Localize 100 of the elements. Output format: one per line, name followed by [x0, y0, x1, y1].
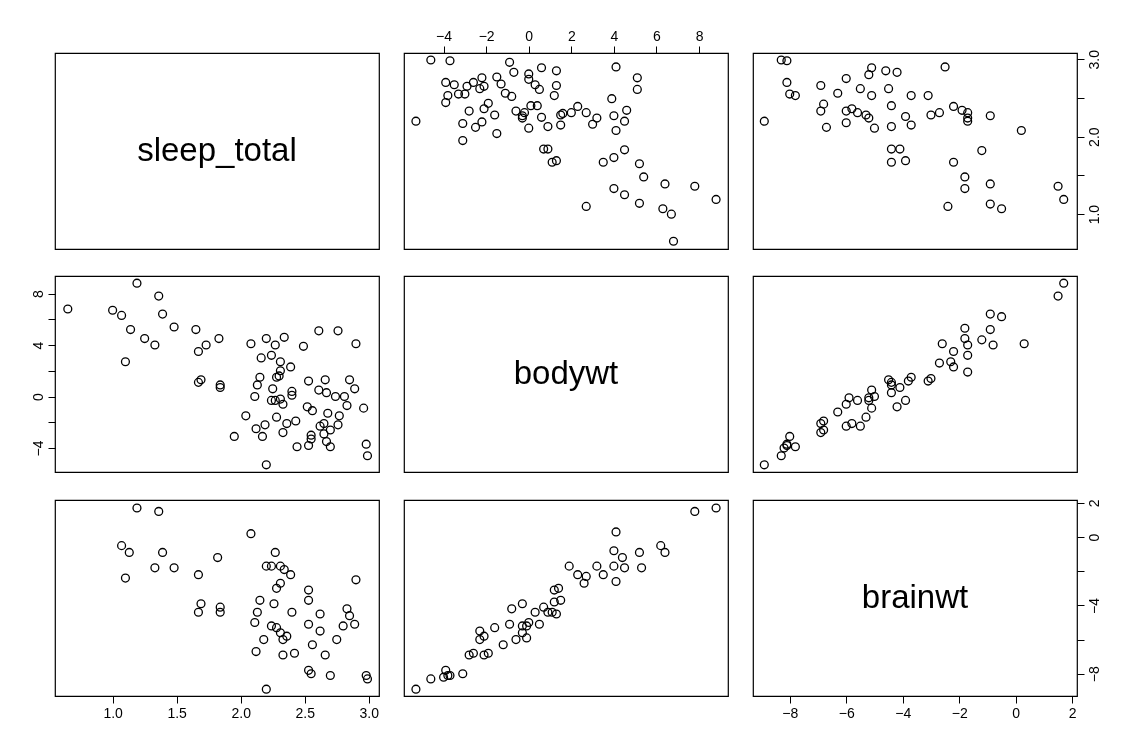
point	[549, 585, 559, 595]
x-tick-label: −6	[838, 704, 855, 721]
point	[505, 619, 515, 629]
point	[169, 563, 179, 573]
point	[996, 204, 1007, 214]
point	[985, 179, 995, 189]
point	[464, 650, 474, 660]
point	[287, 607, 297, 617]
point	[900, 156, 911, 166]
point	[926, 110, 936, 120]
point	[906, 91, 916, 101]
point	[985, 324, 995, 335]
point	[553, 583, 564, 593]
point	[852, 395, 863, 405]
x-tick-label: 2	[1068, 704, 1077, 721]
point	[275, 578, 285, 588]
point	[943, 201, 953, 211]
point	[985, 199, 995, 209]
point	[275, 628, 285, 638]
point	[852, 108, 863, 118]
point	[900, 395, 911, 405]
point	[609, 546, 619, 556]
x-tick-label: −4	[895, 704, 912, 721]
point	[261, 561, 271, 571]
text: bodywt	[513, 354, 619, 391]
y-tick-label: 1.0	[1085, 204, 1102, 225]
point	[881, 66, 891, 76]
point	[892, 67, 902, 77]
x-tick-label: 4	[610, 27, 619, 44]
point	[252, 607, 262, 617]
point	[266, 561, 277, 571]
x-tick-label: −2	[951, 704, 968, 721]
point	[246, 529, 256, 539]
point	[988, 340, 998, 350]
point	[490, 623, 500, 633]
point	[468, 648, 478, 658]
point	[269, 599, 279, 609]
point	[790, 442, 800, 452]
point	[1059, 278, 1069, 288]
point	[517, 599, 527, 609]
point	[895, 144, 905, 154]
point	[886, 157, 896, 167]
point	[215, 607, 225, 617]
x-tick-label: −8	[782, 704, 799, 721]
point	[255, 595, 265, 605]
point	[286, 570, 296, 580]
point	[634, 547, 645, 558]
point	[213, 553, 223, 563]
point	[841, 106, 851, 116]
point	[977, 146, 987, 156]
y-tick-label: 2	[1085, 499, 1102, 508]
point	[816, 106, 826, 116]
point	[271, 623, 282, 633]
point	[960, 334, 970, 344]
point	[690, 506, 700, 517]
x-tick-label: 1.0	[103, 704, 124, 721]
point	[154, 506, 164, 517]
point	[977, 335, 987, 345]
point	[303, 619, 314, 629]
point	[841, 399, 851, 409]
point	[833, 407, 843, 417]
point	[759, 460, 769, 470]
point	[960, 183, 970, 194]
point	[362, 674, 373, 684]
point	[963, 367, 973, 377]
point	[475, 626, 485, 636]
y-tick-label: 0	[29, 392, 46, 401]
x-tick-label: 0	[525, 27, 534, 44]
point	[325, 670, 335, 681]
point	[864, 70, 874, 80]
point	[886, 122, 896, 132]
y-tick-label: −4	[29, 440, 46, 457]
point	[351, 575, 361, 585]
point	[117, 541, 127, 551]
point	[193, 607, 204, 617]
point	[847, 419, 857, 429]
point	[660, 547, 670, 558]
point	[892, 402, 902, 412]
point	[498, 640, 508, 650]
point	[985, 111, 995, 121]
point	[278, 650, 288, 660]
point	[895, 382, 905, 393]
point	[1019, 339, 1029, 349]
point	[344, 611, 355, 621]
point	[611, 576, 621, 587]
y-tick-label: 3.0	[1085, 49, 1102, 70]
y-tick-label: 2.0	[1085, 127, 1102, 147]
point	[564, 561, 574, 571]
point	[306, 669, 316, 679]
point	[275, 561, 285, 571]
point	[948, 101, 959, 112]
point	[957, 105, 967, 115]
point	[338, 621, 348, 631]
point	[855, 421, 865, 431]
y-tick-label: −4	[1085, 597, 1102, 614]
text: sleep_total	[137, 131, 297, 168]
point	[150, 563, 160, 573]
point	[289, 648, 300, 658]
point	[940, 62, 950, 72]
point	[948, 362, 959, 372]
